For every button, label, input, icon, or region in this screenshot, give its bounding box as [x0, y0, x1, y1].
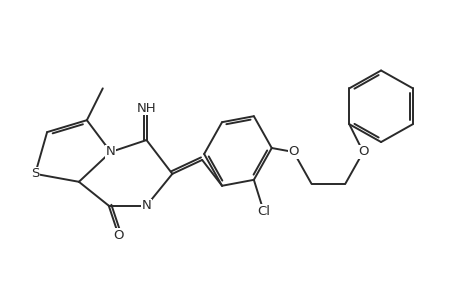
Text: O: O: [288, 146, 298, 158]
Text: NH: NH: [136, 102, 156, 115]
Text: S: S: [31, 167, 39, 180]
Text: N: N: [106, 146, 115, 158]
Text: N: N: [141, 199, 151, 212]
Text: Cl: Cl: [257, 205, 270, 218]
Text: O: O: [113, 229, 123, 242]
Text: O: O: [357, 146, 368, 158]
